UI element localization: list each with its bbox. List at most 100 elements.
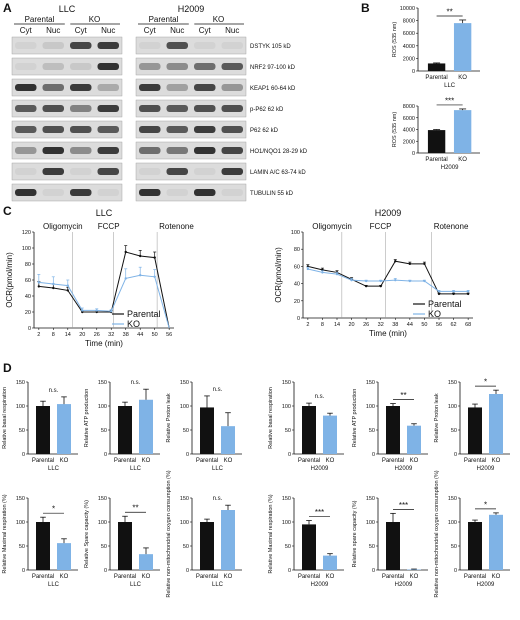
y-tick-label: 50 bbox=[19, 544, 25, 550]
blot-band bbox=[42, 126, 64, 133]
y-tick-label: 150 bbox=[16, 380, 25, 386]
data-point bbox=[124, 250, 127, 254]
x-tick-label: 32 bbox=[378, 322, 384, 328]
blot-band bbox=[194, 105, 216, 112]
marker-label: KEAP1 60-64 kD bbox=[250, 86, 296, 92]
x-tick-label: Parental bbox=[114, 574, 136, 580]
y-tick-label: 100 bbox=[180, 520, 189, 526]
y-tick-label: 2000 bbox=[403, 56, 415, 62]
panel-label-c: C bbox=[3, 204, 12, 218]
x-tick-label: 26 bbox=[94, 332, 100, 338]
data-point bbox=[37, 285, 41, 288]
fraction-label: Cyt bbox=[144, 26, 157, 35]
x-tick-label: KO bbox=[410, 458, 419, 464]
x-axis-label: Time (min) bbox=[369, 329, 407, 338]
blot-band bbox=[194, 126, 216, 133]
blot-band bbox=[15, 42, 37, 49]
bar-parental bbox=[118, 406, 132, 454]
x-tick-label: 38 bbox=[392, 322, 398, 328]
x-tick-label: Parental bbox=[114, 458, 136, 464]
y-tick-label: 150 bbox=[282, 380, 291, 386]
y-tick-label: 0 bbox=[104, 452, 107, 458]
y-tick-label: 0 bbox=[22, 568, 25, 574]
data-point bbox=[466, 290, 470, 293]
y-tick-label: 0 bbox=[104, 568, 107, 574]
x-tick-label: KO bbox=[326, 458, 335, 464]
series-line-parental bbox=[38, 251, 170, 329]
bar-parental bbox=[200, 407, 214, 454]
blot-band bbox=[15, 126, 37, 133]
blot-strip bbox=[135, 99, 247, 118]
fraction-label: Cyt bbox=[75, 26, 88, 35]
data-point bbox=[437, 290, 441, 293]
y-tick-label: 150 bbox=[98, 496, 107, 502]
cell-line-label: H2009 bbox=[395, 466, 413, 472]
ocr-title: H2009 bbox=[375, 208, 402, 218]
cell-line-label: LLC bbox=[212, 582, 224, 588]
bar-ko bbox=[57, 543, 71, 570]
marker-label: TUBULIN 55 kD bbox=[250, 191, 294, 197]
blot-band bbox=[70, 42, 92, 49]
legend-label: KO bbox=[127, 319, 140, 329]
x-tick-label: Parental bbox=[425, 75, 447, 81]
blot-strip bbox=[135, 36, 247, 55]
y-axis-label: Relative Maximal respiration (%) bbox=[268, 494, 274, 573]
sig-label: n.s. bbox=[315, 394, 325, 400]
blot-band bbox=[15, 84, 37, 91]
y-tick-label: 2000 bbox=[403, 139, 415, 145]
y-tick-label: 40 bbox=[25, 294, 31, 300]
series-line-parental bbox=[307, 260, 469, 295]
blot-strip bbox=[11, 141, 123, 160]
fraction-label: Cyt bbox=[199, 26, 212, 35]
blot-band bbox=[15, 168, 37, 175]
blot-band bbox=[97, 126, 119, 133]
y-tick-label: 4000 bbox=[403, 128, 415, 134]
x-tick-label: KO bbox=[60, 458, 69, 464]
panel-label-b: B bbox=[361, 1, 370, 15]
blot-band bbox=[97, 189, 119, 196]
y-tick-label: 100 bbox=[282, 404, 291, 410]
cell-line-label: H2009 bbox=[311, 582, 329, 588]
y-tick-label: 50 bbox=[451, 544, 457, 550]
blot-strip bbox=[11, 99, 123, 118]
blot-band bbox=[42, 105, 64, 112]
blot-strip bbox=[11, 183, 123, 202]
bar-ko bbox=[221, 426, 235, 454]
y-tick-label: 0 bbox=[186, 452, 189, 458]
y-tick-label: 4000 bbox=[403, 44, 415, 50]
x-axis-label: Time (min) bbox=[85, 339, 123, 348]
bar-ko bbox=[221, 510, 235, 570]
blot-band bbox=[42, 147, 64, 154]
injection-label: Oligomycin bbox=[43, 222, 83, 231]
bar-parental bbox=[427, 63, 446, 71]
bar-parental bbox=[36, 406, 50, 454]
blot-band bbox=[221, 147, 243, 154]
blot-strip bbox=[11, 162, 123, 181]
y-tick-label: 50 bbox=[183, 428, 189, 434]
x-tick-label: 50 bbox=[421, 322, 427, 328]
y-tick-label: 50 bbox=[285, 544, 291, 550]
blot-strip bbox=[135, 57, 247, 76]
y-tick-label: 6000 bbox=[403, 31, 415, 37]
blot-group-ko: KO bbox=[213, 15, 225, 24]
y-axis-label: Relative ATP production bbox=[84, 389, 90, 448]
y-axis-label: Relative spare capacity (%) bbox=[352, 500, 358, 567]
data-point bbox=[394, 278, 397, 282]
data-point bbox=[139, 274, 142, 277]
bar-parental bbox=[36, 522, 50, 570]
blot-strip bbox=[135, 183, 247, 202]
cell-line-label: LLC bbox=[48, 582, 60, 588]
y-tick-label: 100 bbox=[22, 246, 31, 252]
bar-ko bbox=[139, 399, 153, 454]
x-tick-label: 50 bbox=[152, 332, 158, 338]
y-tick-label: 0 bbox=[454, 452, 457, 458]
data-point bbox=[37, 281, 41, 284]
y-tick-label: 100 bbox=[180, 404, 189, 410]
x-tick-label: Parental bbox=[382, 458, 404, 464]
x-tick-label: 62 bbox=[451, 322, 457, 328]
blot-band bbox=[42, 42, 64, 49]
fraction-label: Nuc bbox=[225, 26, 239, 35]
x-tick-label: 38 bbox=[123, 332, 129, 338]
x-tick-label: 2 bbox=[306, 322, 309, 328]
data-point bbox=[364, 284, 368, 288]
